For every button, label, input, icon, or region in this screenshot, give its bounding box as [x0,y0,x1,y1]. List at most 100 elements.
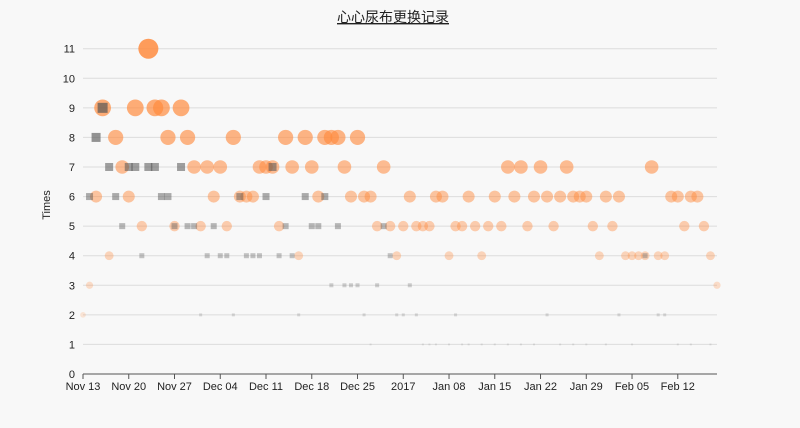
point-circle [469,220,481,232]
point-circle [594,251,604,261]
point-square [276,253,282,259]
point-circle [444,251,454,261]
point-square [709,343,712,346]
point-circle [85,281,94,289]
point-square [329,283,334,288]
point-circle [376,160,391,174]
point-circle [496,220,507,232]
point-circle [527,190,540,203]
point-circle [273,220,285,232]
point-circle [90,190,103,203]
x-tick-label: Nov 27 [157,381,192,393]
point-square [224,253,230,259]
point-circle [417,220,429,232]
point-square [91,132,101,142]
point-square [157,193,165,201]
point-circle [501,160,515,174]
point-circle [533,160,548,174]
point-circle [285,160,299,174]
y-tick-label: 8 [69,132,75,144]
point-circle [424,220,435,232]
point-square [112,193,120,201]
point-square [362,313,366,317]
point-circle [684,190,697,203]
point-circle [573,190,586,203]
x-tick-label: Jan 15 [478,381,511,393]
point-circle [122,190,135,203]
point-circle [436,190,449,203]
point-circle [126,99,144,117]
point-square [689,343,692,346]
point-circle [599,190,612,203]
point-circle [706,251,715,261]
point-circle [104,251,114,261]
point-square [139,253,145,259]
point-circle [665,190,678,203]
point-circle [297,129,313,146]
point-circle [358,190,371,203]
data-marks [80,38,721,346]
point-square [105,162,114,171]
point-square [572,343,575,346]
point-circle [488,190,501,203]
y-tick-label: 7 [69,162,75,174]
point-circle [508,190,521,203]
point-circle [294,251,304,261]
point-circle [698,220,710,232]
point-square [375,283,380,288]
point-square [401,313,405,317]
point-circle [344,190,357,203]
point-square [184,223,191,230]
y-tick-label: 5 [69,221,75,233]
point-square [506,343,509,346]
point-square [236,193,244,201]
point-circle [691,190,704,203]
point-square [191,223,198,230]
point-square [301,193,309,201]
point-circle [640,251,650,261]
point-circle [392,251,402,261]
point-circle [195,220,206,232]
point-circle [221,220,232,232]
point-square [199,313,203,317]
point-circle [108,129,124,146]
y-tick-label: 3 [69,280,75,292]
x-tick-label: Dec 25 [340,381,375,393]
point-square [97,102,108,113]
point-square [86,193,94,201]
y-tick-label: 6 [69,192,75,204]
point-circle [207,190,220,203]
point-square [604,343,607,346]
point-circle [398,220,409,232]
point-circle [187,160,201,174]
x-tick-label: Feb 12 [661,381,695,393]
point-circle [621,251,630,261]
x-tick-label: Jan 22 [524,381,557,393]
point-circle [312,190,325,203]
point-circle [559,160,574,174]
point-circle [200,160,214,174]
point-circle [213,160,228,174]
point-circle [172,99,190,117]
point-circle [169,220,180,232]
point-square [380,223,387,230]
point-circle [462,190,475,203]
point-square [171,223,178,230]
point-square [663,313,667,317]
x-tick-label: Nov 13 [66,381,101,393]
point-square [428,343,431,346]
point-square [342,283,347,288]
y-tick-label: 2 [69,310,75,322]
point-circle [567,190,580,203]
point-circle [653,251,663,261]
point-square [144,162,153,171]
point-circle [554,190,567,203]
y-tick-label: 4 [69,251,75,263]
point-square [131,162,140,171]
point-circle [627,251,637,261]
point-square [355,283,360,288]
point-square [421,343,424,346]
point-square [297,313,301,317]
point-square [256,253,262,259]
